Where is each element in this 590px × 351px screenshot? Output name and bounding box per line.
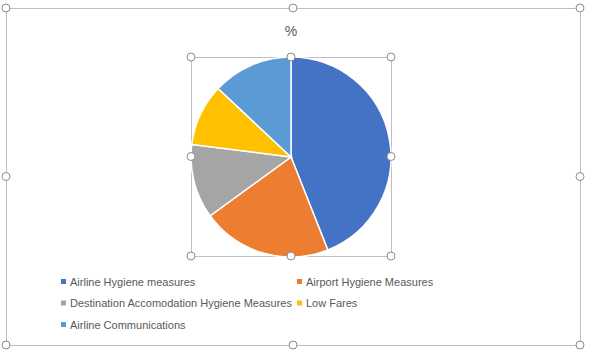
handle [289,341,297,349]
legend-swatch [297,279,302,284]
legend-swatch [61,322,66,327]
pie [191,57,391,257]
handle [576,173,584,181]
legend-swatch [61,301,66,306]
handle [2,341,10,349]
plot-frame [192,58,392,257]
legend-label: Low Fares [306,297,358,309]
legend-swatch [61,279,66,284]
handle [187,252,195,260]
handle [287,53,295,61]
legend-label: Airport Hygiene Measures [306,276,434,288]
legend-label: Destination Accomodation Hygiene Measure… [70,297,292,309]
legend-swatch [297,301,302,306]
chart-title: % [285,23,297,39]
handle [289,4,297,12]
handle [387,153,395,161]
chart-svg: % Airline Hygiene measures Airport Hygiene… [0,0,590,351]
handle [387,53,395,61]
chart-frame [7,9,581,346]
handle [576,4,584,12]
handle [576,341,584,349]
plot-handles [187,53,395,260]
legend-label: Airline Hygiene measures [70,276,196,288]
handle [287,252,295,260]
handle [387,252,395,260]
handle [187,153,195,161]
handle [2,173,10,181]
chart-handles [2,4,584,349]
handle [187,53,195,61]
legend: Airline Hygiene measures Airport Hygiene … [61,276,434,331]
legend-label: Airline Communications [70,319,186,331]
handle [2,4,10,12]
pie-slice [218,57,291,157]
